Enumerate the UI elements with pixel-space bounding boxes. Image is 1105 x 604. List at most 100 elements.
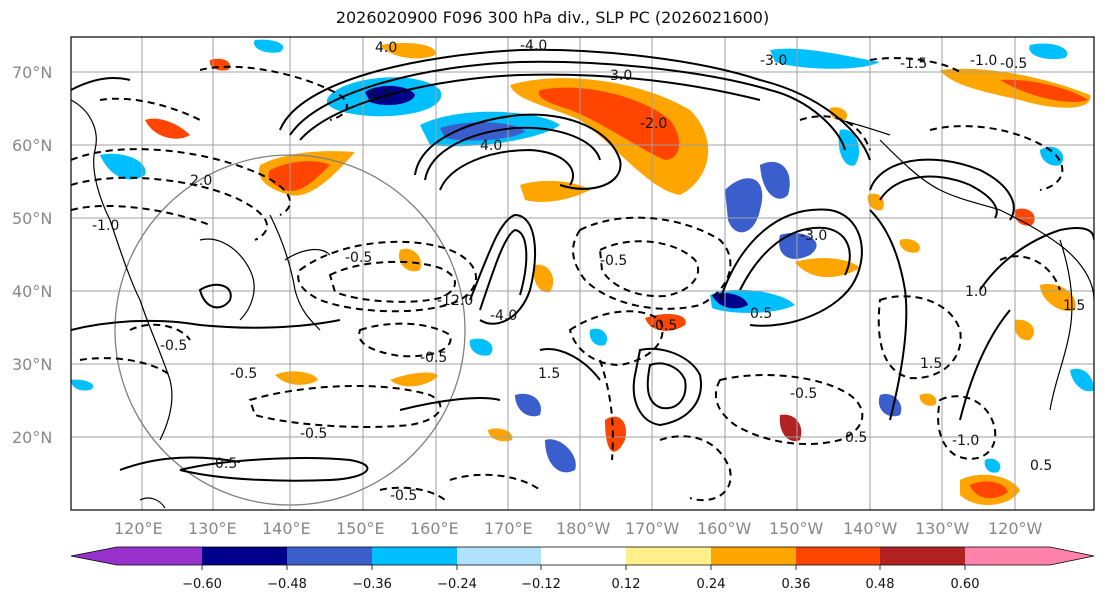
shade-positive <box>919 393 937 406</box>
shade-negative <box>838 129 860 166</box>
shade-positive <box>605 416 626 452</box>
colorbar-tick-label: 0.12 <box>612 577 641 592</box>
shade-positive <box>268 161 330 191</box>
shade-negative <box>254 39 284 53</box>
colorbar-tick-label: −0.12 <box>521 577 561 592</box>
contour-label: -0.5 <box>1000 56 1027 72</box>
shade-positive <box>779 414 802 442</box>
contour-label: 1.0 <box>965 284 987 300</box>
contour-label: -1.0 <box>92 218 119 234</box>
lon-label: 160°E <box>410 519 459 538</box>
lat-label: 30°N <box>12 355 52 374</box>
lon-label: 140°W <box>843 519 898 538</box>
shade-negative <box>71 379 94 391</box>
contour-label: -0.5 <box>420 350 447 366</box>
colorbar-segment <box>202 547 287 565</box>
lon-label: 170°W <box>625 519 680 538</box>
colorbar-segment <box>965 547 1050 565</box>
contour-label: -1.5 <box>900 56 927 72</box>
contour-label: -0.5 <box>650 318 677 334</box>
contour-label: 0.5 <box>215 456 237 472</box>
shade-negative <box>725 178 763 233</box>
contour-label: 1.5 <box>1063 298 1085 314</box>
shade-negative <box>100 153 146 180</box>
shade-negative <box>1029 43 1068 60</box>
lon-label: 180°W <box>556 519 611 538</box>
colorbar-tick-label: −0.60 <box>182 577 222 592</box>
contour-label: -4.0 <box>520 38 547 54</box>
lat-label: 60°N <box>12 136 52 155</box>
colorbar-segment <box>287 547 372 565</box>
contour-label: 3.0 <box>610 68 632 84</box>
colorbar-tick-label: −0.48 <box>267 577 307 592</box>
shade-positive <box>538 87 680 160</box>
shade-positive <box>899 239 920 253</box>
shade-negative <box>984 458 1001 473</box>
colorbar-segment <box>711 547 796 565</box>
colorbar-tick-label: 0.24 <box>697 577 726 592</box>
contour-label: 0.5 <box>750 306 772 322</box>
lon-label: 140°E <box>262 519 311 538</box>
shade-positive <box>795 258 860 278</box>
longitude-labels: 120°E 130°E 140°E 150°E 160°E 170°E 180°… <box>114 519 1043 538</box>
contour-label: 2.0 <box>190 173 212 189</box>
lat-label: 40°N <box>12 282 52 301</box>
contour-label: -3.0 <box>800 228 827 244</box>
contour-label: 1.5 <box>920 356 942 372</box>
colorbar-segment <box>117 547 202 565</box>
contour-label: -0.5 <box>160 338 187 354</box>
shade-positive <box>1014 208 1035 226</box>
lon-label: 160°W <box>697 519 752 538</box>
slp-contours-negative <box>71 57 1064 502</box>
lat-label: 50°N <box>12 209 52 228</box>
shade-negative <box>515 393 541 417</box>
contour-label: 1.5 <box>538 366 560 382</box>
shade-positive <box>829 107 848 121</box>
contour-label: -3.0 <box>760 53 787 69</box>
colorbar-tick-label: −0.36 <box>352 577 392 592</box>
figure-title: 2026020900 F096 300 hPa div., SLP PC (20… <box>335 8 770 27</box>
lon-label: 170°E <box>484 519 533 538</box>
shade-positive <box>1014 319 1035 341</box>
colorbar-outline <box>70 546 1095 566</box>
contour-label: -12.0 <box>437 293 473 309</box>
shade-negative <box>589 328 608 346</box>
contour-label: -0.5 <box>600 253 627 269</box>
contour-label: -0.5 <box>390 488 417 504</box>
shade-positive <box>145 118 190 139</box>
colorbar-segment <box>372 547 457 565</box>
lon-label: 120°E <box>114 519 163 538</box>
lon-label: 130°E <box>188 519 237 538</box>
colorbar-extend-low <box>71 547 117 565</box>
shade-positive <box>488 428 513 442</box>
shade-positive <box>380 43 436 59</box>
contour-label: -0.5 <box>300 426 327 442</box>
shade-negative <box>1040 146 1064 166</box>
radius-circle <box>114 154 466 506</box>
colorbar-segment <box>457 547 541 565</box>
contour-label: -0.5 <box>345 250 372 266</box>
contour-label: 4.0 <box>480 138 502 154</box>
colorbar-segment <box>541 547 626 565</box>
latitude-labels: 70°N 60°N 50°N 40°N 30°N 20°N <box>12 63 52 447</box>
contour-labels: 4.0 3.0 2.0 3.0 4.0 -2.0 -12.0 -0.5 -0.5… <box>92 38 1085 504</box>
contour-label: -0.5 <box>790 386 817 402</box>
shade-positive <box>533 264 554 293</box>
lon-label: 150°E <box>336 519 385 538</box>
colorbar-extend-high <box>1050 547 1094 565</box>
colorbar-segment <box>880 547 965 565</box>
colorbar-tick-label: −0.24 <box>437 577 477 592</box>
shade-positive <box>390 372 438 387</box>
shade-positive <box>399 248 421 272</box>
shade-negative <box>440 122 525 141</box>
contour-label: 3.0 <box>368 88 390 104</box>
shade-positive <box>970 481 1008 499</box>
contour-label: 0.5 <box>845 430 867 446</box>
map-frame <box>70 36 1095 511</box>
lon-label: 150°W <box>769 519 824 538</box>
contour-label: -2.0 <box>640 116 667 132</box>
contour-label: -4.0 <box>490 308 517 324</box>
shade-positive <box>275 371 318 385</box>
shade-positive <box>1000 79 1088 102</box>
